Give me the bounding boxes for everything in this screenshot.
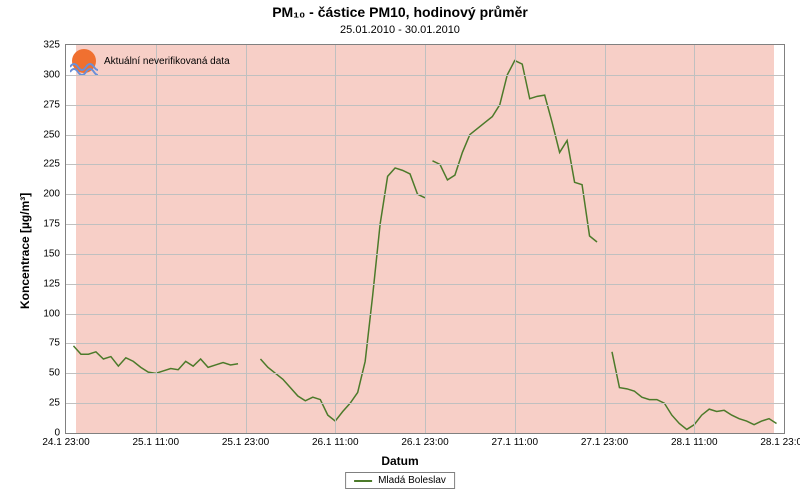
wave-icon bbox=[70, 61, 98, 75]
chart-subtitle: 25.01.2010 - 30.01.2010 bbox=[0, 24, 800, 36]
x-tick: 25.1 23:00 bbox=[222, 433, 269, 448]
y-tick: 150 bbox=[43, 248, 66, 259]
grid-line-x bbox=[605, 45, 606, 433]
grid-line-x bbox=[515, 45, 516, 433]
y-tick: 250 bbox=[43, 129, 66, 140]
grid-line-x bbox=[156, 45, 157, 433]
x-tick: 25.1 11:00 bbox=[132, 433, 179, 448]
x-tick: 28.1 23:00 bbox=[760, 433, 800, 448]
x-tick: 28.1 11:00 bbox=[671, 433, 718, 448]
x-tick: 27.1 11:00 bbox=[491, 433, 538, 448]
grid-line-x bbox=[246, 45, 247, 433]
y-tick: 225 bbox=[43, 159, 66, 170]
plot-area: Aktuální neverifikovaná data 02550751001… bbox=[65, 44, 785, 434]
legend-swatch bbox=[354, 480, 372, 482]
y-tick: 275 bbox=[43, 99, 66, 110]
data-note: Aktuální neverifikovaná data bbox=[70, 47, 230, 75]
legend: Mladá Boleslav bbox=[345, 472, 455, 489]
y-tick: 100 bbox=[43, 308, 66, 319]
y-tick: 300 bbox=[43, 69, 66, 80]
x-axis-label: Datum bbox=[0, 454, 800, 468]
note-text: Aktuální neverifikovaná data bbox=[104, 56, 230, 67]
series-line bbox=[260, 168, 425, 421]
y-tick: 200 bbox=[43, 189, 66, 200]
grid-line-x bbox=[425, 45, 426, 433]
x-tick: 26.1 23:00 bbox=[401, 433, 448, 448]
x-tick: 26.1 11:00 bbox=[312, 433, 359, 448]
y-tick: 25 bbox=[49, 398, 66, 409]
chart-title: PM₁₀ - částice PM10, hodinový průměr bbox=[0, 4, 800, 20]
y-tick: 75 bbox=[49, 338, 66, 349]
y-tick: 50 bbox=[49, 368, 66, 379]
grid-line-x bbox=[335, 45, 336, 433]
y-tick: 125 bbox=[43, 278, 66, 289]
x-tick: 24.1 23:00 bbox=[42, 433, 89, 448]
legend-label: Mladá Boleslav bbox=[378, 475, 446, 486]
y-axis-label: Koncentrace [µg/m³] bbox=[18, 193, 32, 309]
y-tick: 325 bbox=[43, 40, 66, 51]
note-icon bbox=[70, 47, 98, 75]
x-tick: 27.1 23:00 bbox=[581, 433, 628, 448]
y-tick: 175 bbox=[43, 219, 66, 230]
chart-container: PM₁₀ - částice PM10, hodinový průměr 25.… bbox=[0, 0, 800, 500]
grid-line-x bbox=[694, 45, 695, 433]
